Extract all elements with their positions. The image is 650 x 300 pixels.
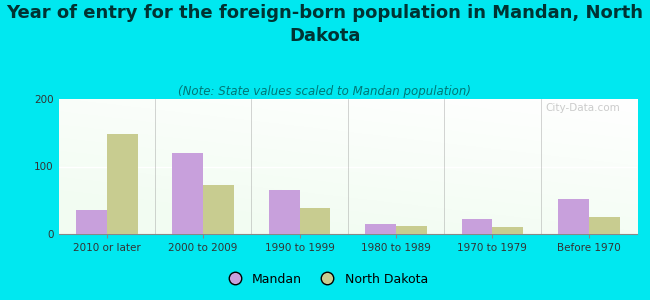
Legend: Mandan, North Dakota: Mandan, North Dakota <box>217 268 433 291</box>
Text: City-Data.com: City-Data.com <box>545 103 619 113</box>
Bar <box>172 153 203 234</box>
Bar <box>396 226 427 234</box>
Bar <box>203 185 234 234</box>
Bar <box>589 217 619 234</box>
Bar <box>76 210 107 234</box>
Bar <box>107 134 138 234</box>
Text: (Note: State values scaled to Mandan population): (Note: State values scaled to Mandan pop… <box>179 85 471 98</box>
Bar <box>268 190 300 234</box>
Bar <box>558 199 589 234</box>
Bar <box>300 208 330 234</box>
Text: Year of entry for the foreign-born population in Mandan, North
Dakota: Year of entry for the foreign-born popul… <box>6 4 644 45</box>
Bar <box>493 227 523 234</box>
Bar <box>365 224 396 234</box>
Bar <box>462 219 492 234</box>
